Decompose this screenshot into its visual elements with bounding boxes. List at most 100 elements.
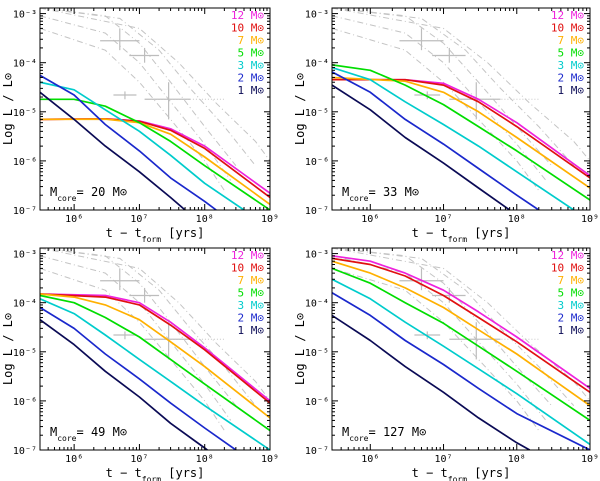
y-tick-label: 10⁻³ (305, 250, 329, 261)
plot-area (332, 8, 590, 210)
legend-entry-1: 12 M⊙ (551, 249, 584, 262)
series-line-7 (332, 84, 511, 210)
reference-curve-1 (332, 8, 553, 167)
legend-entry-3: 7 M⊙ (238, 34, 265, 47)
series-line-5 (40, 298, 270, 450)
series-line-3 (40, 293, 270, 419)
legend-entry-1: 12 M⊙ (231, 249, 264, 262)
y-tick-label: 10⁻⁷ (13, 206, 37, 217)
x-tick-label: 10⁸ (508, 214, 526, 225)
reference-curve-2 (332, 8, 575, 167)
legend-entry-3: 7 M⊙ (238, 274, 265, 287)
x-tick-label: 10⁶ (65, 214, 83, 225)
core-mass-annotation: Mcore= 127 M⊙ (342, 425, 426, 443)
x-axis-label: t − tform [yrs] (106, 226, 205, 244)
series-line-3 (332, 260, 590, 407)
reference-curve-1 (332, 248, 553, 407)
x-axis: 10⁶ 10⁷ 10⁸ 10⁹ (39, 8, 279, 225)
legend-entry-5: 3 M⊙ (238, 59, 265, 72)
legend-entry-3: 7 M⊙ (558, 34, 585, 47)
legend-entry-2: 10 M⊙ (551, 22, 584, 35)
series-line-6 (332, 71, 540, 210)
series-line-1 (40, 117, 270, 194)
panel-4: 10⁶ 10⁷ 10⁸ 10⁹ 10⁻⁷ 10⁻⁶ 10⁻⁵ 10⁻⁴ 10⁻³ t − tfor… (293, 247, 599, 481)
legend-entry-7: 1 M⊙ (238, 84, 265, 97)
series-line-4 (332, 267, 590, 422)
y-tick-label: 10⁻⁴ (305, 299, 329, 310)
y-axis-label: Log L / L⊙ (293, 73, 307, 145)
observation-4 (113, 331, 137, 340)
series-line-6 (40, 306, 237, 450)
y-tick-label: 10⁻⁴ (13, 299, 37, 310)
legend-entry-1: 12 M⊙ (231, 9, 264, 22)
series-line-7 (332, 314, 531, 450)
series-line-4 (332, 64, 590, 201)
series-line-3 (40, 118, 270, 206)
legend: 12 M⊙10 M⊙7 M⊙5 M⊙3 M⊙2 M⊙1 M⊙ (231, 249, 264, 337)
legend-entry-6: 2 M⊙ (238, 72, 265, 85)
y-axis: 10⁻⁷ 10⁻⁶ 10⁻⁵ 10⁻⁴ 10⁻³ (305, 250, 590, 457)
observation-2 (432, 287, 466, 303)
plot-frame (331, 7, 591, 211)
series-line-1 (332, 254, 590, 390)
x-tick-label: 10⁹ (581, 454, 599, 465)
y-axis: 10⁻⁷ 10⁻⁶ 10⁻⁵ 10⁻⁴ 10⁻³ (305, 10, 590, 217)
y-tick-label: 10⁻⁷ (305, 206, 329, 217)
legend-entry-2: 10 M⊙ (551, 262, 584, 275)
x-axis: 10⁶ 10⁷ 10⁸ 10⁹ (331, 8, 599, 225)
y-tick-label: 10⁻⁵ (305, 108, 329, 119)
legend-entry-7: 1 M⊙ (558, 324, 585, 337)
y-tick-label: 10⁻³ (13, 10, 37, 21)
x-tick-label: 10⁷ (130, 454, 148, 465)
y-tick-label: 10⁻⁵ (13, 108, 37, 119)
legend-entry-4: 5 M⊙ (558, 287, 585, 300)
x-tick-label: 10⁶ (361, 214, 379, 225)
legend-entry-6: 2 M⊙ (558, 72, 585, 85)
x-tick-label: 10⁷ (130, 214, 148, 225)
reference-curve-3 (40, 255, 232, 421)
plot-frame (39, 247, 271, 451)
y-tick-label: 10⁻⁵ (305, 348, 329, 359)
x-tick-label: 10⁹ (581, 214, 599, 225)
series-line-2 (40, 293, 270, 404)
legend-entry-6: 2 M⊙ (238, 312, 265, 325)
y-axis-label: Log L / L⊙ (1, 313, 15, 385)
series-line-1 (40, 293, 270, 402)
observation-1 (100, 268, 140, 291)
reference-curve-2 (40, 8, 256, 167)
y-axis: 10⁻⁷ 10⁻⁶ 10⁻⁵ 10⁻⁴ 10⁻³ (13, 10, 270, 217)
series-line-6 (332, 291, 590, 450)
observation-2 (432, 47, 466, 63)
legend-entry-4: 5 M⊙ (558, 47, 585, 60)
legend-entry-3: 7 M⊙ (558, 274, 585, 287)
observation-1 (399, 28, 444, 51)
legend: 12 M⊙10 M⊙7 M⊙5 M⊙3 M⊙2 M⊙1 M⊙ (231, 9, 264, 97)
reference-curve-2 (332, 248, 575, 407)
x-tick-label: 10⁸ (508, 454, 526, 465)
observation-4 (414, 91, 441, 100)
series-line-4 (40, 98, 270, 210)
x-axis: 10⁶ 10⁷ 10⁸ 10⁹ (39, 248, 279, 465)
series-line-7 (40, 91, 186, 210)
y-tick-label: 10⁻⁴ (13, 59, 37, 70)
reference-curve-4 (40, 27, 225, 191)
reference-curve-4 (332, 267, 540, 431)
legend-entry-7: 1 M⊙ (558, 84, 585, 97)
reference-curve-5 (332, 248, 590, 402)
y-tick-label: 10⁻³ (13, 250, 37, 261)
series-line-2 (332, 78, 590, 179)
panel-2: 10⁶ 10⁷ 10⁸ 10⁹ 10⁻⁷ 10⁻⁶ 10⁻⁵ 10⁻⁴ 10⁻³ t − tfor… (293, 7, 599, 244)
observation-3 (144, 82, 191, 120)
y-axis-label: Log L / L⊙ (293, 313, 307, 385)
core-mass-annotation: Mcore= 20 M⊙ (50, 185, 127, 203)
plot-area (332, 248, 590, 450)
plot-frame (39, 7, 271, 211)
x-tick-label: 10⁹ (261, 454, 279, 465)
reference-curve-5 (332, 8, 590, 162)
x-tick-label: 10⁷ (434, 214, 452, 225)
legend-entry-4: 5 M⊙ (238, 287, 265, 300)
series-line-2 (332, 257, 590, 393)
observation-2 (129, 287, 160, 303)
plot-frame (331, 247, 591, 451)
